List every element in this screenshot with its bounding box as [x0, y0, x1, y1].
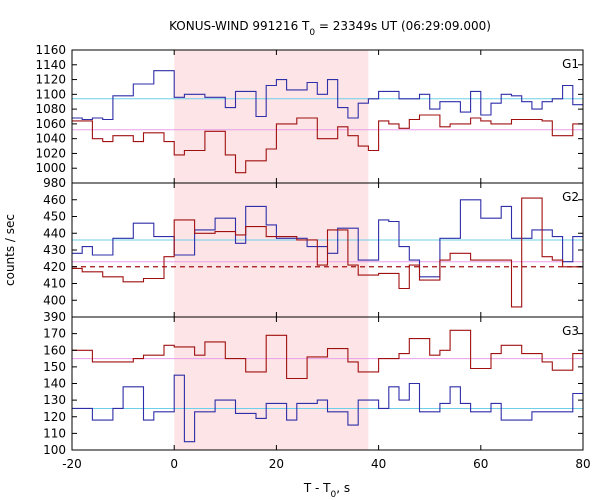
x-tick-label: 60	[473, 457, 488, 471]
chart-title: KONUS-WIND 991216 T0 = 23349s UT (06:29:…	[169, 19, 491, 38]
y-tick-label: 1020	[35, 146, 66, 160]
series-line-blue	[72, 199, 583, 278]
y-tick-label: 400	[43, 293, 66, 307]
y-tick-label: 1160	[35, 43, 66, 57]
series-line-blue	[72, 374, 583, 443]
y-tick-label: 1080	[35, 102, 66, 116]
x-tick-label: -20	[62, 457, 82, 471]
y-axis-label: counts / sec	[3, 214, 17, 286]
y-tick-label: 1040	[35, 132, 66, 146]
y-tick-label: 410	[43, 277, 66, 291]
panel-g3: 100 110 120 130 140 150 160 170 G3	[43, 316, 584, 457]
y-tick-label: 430	[43, 243, 66, 257]
y-tick-label: 450	[43, 210, 66, 224]
y-tick-label: 420	[43, 260, 66, 274]
panel-label: G3	[562, 324, 579, 338]
y-tick-label: 100	[43, 443, 66, 457]
y-tick-label: 440	[43, 226, 66, 240]
y-tick-label: 130	[43, 393, 66, 407]
series-line-red	[72, 329, 583, 380]
series-line-blue	[72, 70, 583, 121]
y-tick-label: 1100	[35, 87, 66, 101]
y-tick-label: 1140	[35, 58, 66, 72]
y-tick-label: 110	[43, 426, 66, 440]
x-tick-label: 0	[170, 457, 178, 471]
x-tick-label: 20	[269, 457, 284, 471]
y-tick-label: 120	[43, 410, 66, 424]
x-tick-label: 40	[371, 457, 386, 471]
shaded-interval	[174, 50, 369, 450]
y-tick-label: 980	[43, 176, 66, 190]
plot-layer: 980100010201040106010801100112011401160G…	[35, 43, 590, 471]
panel-label: G2	[562, 190, 579, 204]
series-line-red	[72, 114, 583, 174]
y-tick-label: 160	[43, 343, 66, 357]
y-tick-label: 140	[43, 377, 66, 391]
y-tick-label: 460	[43, 193, 66, 207]
y-tick-label: 1000	[35, 161, 66, 175]
x-tick-label: 80	[575, 457, 590, 471]
panel-label: G1	[562, 57, 579, 71]
x-axis-label: T - T0, s	[303, 481, 350, 500]
y-tick-label: 390	[43, 310, 66, 324]
y-tick-label: 1120	[35, 73, 66, 87]
panel-frame	[71, 316, 584, 451]
series-line-red	[72, 197, 583, 308]
y-tick-label: 1060	[35, 117, 66, 131]
y-tick-label: 170	[43, 327, 66, 341]
y-tick-label: 150	[43, 360, 66, 374]
